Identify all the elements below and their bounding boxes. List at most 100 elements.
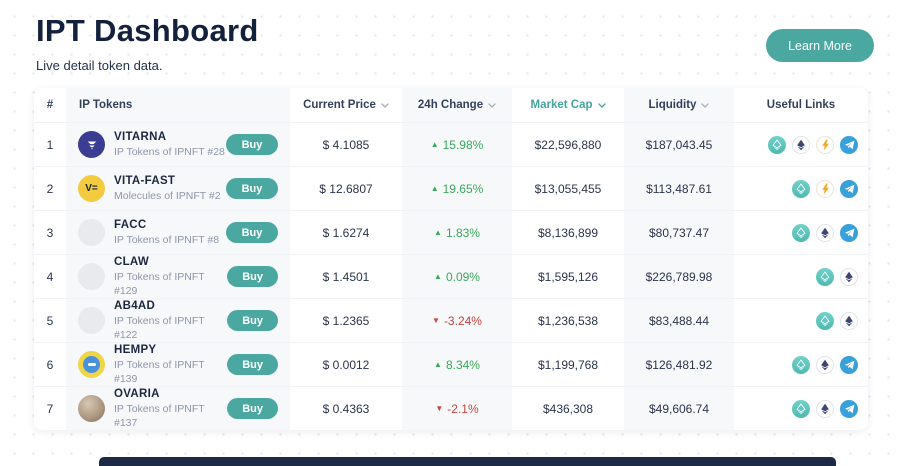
token-subtitle: IP Tokens of IPNFT #28 xyxy=(114,145,225,158)
token-cell: VITARNA IP Tokens of IPNFT #28 Buy xyxy=(66,123,290,166)
learn-more-button[interactable]: Learn More xyxy=(766,29,874,62)
eth-icon[interactable] xyxy=(840,311,858,330)
token-meta: AB4AD IP Tokens of IPNFT #122 xyxy=(114,299,227,342)
row-rank: 7 xyxy=(46,401,54,416)
current-price-value: $ 1.4501 xyxy=(322,269,370,284)
change-24h-value: ▼ -2.1% xyxy=(402,387,512,430)
change-24h-value: ▲ 19.65% xyxy=(402,167,512,210)
market-cap-value: $1,236,538 xyxy=(537,313,599,328)
useful-links xyxy=(734,343,868,386)
token-meta: VITA-FAST Molecules of IPNFT #2 xyxy=(114,174,221,204)
swap-icon[interactable] xyxy=(816,267,834,286)
header-liquidity[interactable]: Liquidity xyxy=(624,88,734,122)
header-rank: # xyxy=(46,99,54,111)
token-meta: VITARNA IP Tokens of IPNFT #28 xyxy=(114,130,225,160)
token-name: OVARIA xyxy=(114,388,160,400)
token-subtitle: IP Tokens of IPNFT #8 xyxy=(114,233,220,246)
buy-button[interactable]: Buy xyxy=(227,398,278,420)
up-arrow-icon: ▲ xyxy=(434,228,442,237)
buy-button[interactable]: Buy xyxy=(226,178,278,199)
token-name: HEMPY xyxy=(114,344,157,356)
current-price-value: $ 1.6274 xyxy=(322,225,370,240)
bolt-icon[interactable] xyxy=(816,179,834,198)
row-rank: 2 xyxy=(46,181,54,196)
token-subtitle: IP Tokens of IPNFT #129 xyxy=(114,270,205,297)
header-24h-change[interactable]: 24h Change xyxy=(402,88,512,122)
useful-links xyxy=(734,387,868,430)
useful-links xyxy=(734,299,868,342)
page-title: IPT Dashboard xyxy=(36,13,259,48)
useful-links xyxy=(734,123,868,166)
token-name: CLAW xyxy=(114,256,150,268)
swap-icon[interactable] xyxy=(792,179,810,198)
table-row: 3 FACC IP Tokens of IPNFT #8 Buy $ 1.627… xyxy=(34,210,868,254)
buy-button[interactable]: Buy xyxy=(227,266,278,288)
telegram-icon[interactable] xyxy=(840,223,858,242)
telegram-icon[interactable] xyxy=(840,399,858,418)
market-cap-value: $436,308 xyxy=(542,401,594,416)
telegram-icon[interactable] xyxy=(840,135,858,154)
row-rank: 4 xyxy=(46,269,54,284)
swap-icon[interactable] xyxy=(768,135,786,154)
liquidity-value: $49,606.74 xyxy=(624,387,734,430)
eth-icon[interactable] xyxy=(840,267,858,286)
current-price-value: $ 1.2365 xyxy=(322,313,370,328)
telegram-icon[interactable] xyxy=(840,355,858,374)
token-subtitle: IP Tokens of IPNFT #122 xyxy=(114,314,205,341)
up-arrow-icon: ▲ xyxy=(430,184,439,193)
useful-links xyxy=(734,167,868,210)
header-market-cap-label: Market Cap xyxy=(530,99,593,111)
token-logo xyxy=(78,131,105,158)
table-row: 5 AB4AD IP Tokens of IPNFT #122 Buy $ 1.… xyxy=(34,298,868,343)
bolt-icon[interactable] xyxy=(816,135,834,154)
token-cell: CLAW IP Tokens of IPNFT #129 Buy xyxy=(66,255,290,299)
chevron-down-icon xyxy=(597,102,606,108)
row-rank: 1 xyxy=(46,137,54,152)
change-24h-value: ▲ 8.34% xyxy=(402,343,512,387)
current-price-value: $ 4.1085 xyxy=(322,137,370,152)
up-arrow-icon: ▲ xyxy=(434,360,442,370)
up-arrow-icon: ▲ xyxy=(434,272,442,282)
eth-icon[interactable] xyxy=(792,135,810,154)
chevron-down-icon xyxy=(488,102,496,108)
token-cell: FACC IP Tokens of IPNFT #8 Buy xyxy=(66,211,290,254)
market-cap-value: $22,596,880 xyxy=(534,137,602,152)
header-useful-links: Useful Links xyxy=(766,99,836,111)
header-market-cap[interactable]: Market Cap xyxy=(512,88,624,122)
table-row: 4 CLAW IP Tokens of IPNFT #129 Buy $ 1.4… xyxy=(34,254,868,299)
change-24h-value: ▲ 15.98% xyxy=(402,123,512,166)
table-body: 1 VITARNA IP Tokens of IPNFT #28 Buy $ 4… xyxy=(34,122,868,430)
token-meta: HEMPY IP Tokens of IPNFT #139 xyxy=(114,343,227,386)
page-header: IPT Dashboard Live detail token data. xyxy=(36,13,259,73)
change-24h-value: ▲ 0.09% xyxy=(402,255,512,299)
market-cap-value: $1,199,768 xyxy=(537,357,599,372)
header-current-price[interactable]: Current Price xyxy=(290,88,402,122)
header-current-price-label: Current Price xyxy=(303,99,376,111)
table-row: 2 V= VITA-FAST Molecules of IPNFT #2 Buy… xyxy=(34,166,868,210)
buy-button[interactable]: Buy xyxy=(227,310,278,332)
buy-button[interactable]: Buy xyxy=(226,222,278,243)
change-24h-value: ▼ -3.24% xyxy=(402,299,512,343)
token-subtitle: IP Tokens of IPNFT #137 xyxy=(114,402,205,429)
eth-icon[interactable] xyxy=(816,355,834,374)
swap-icon[interactable] xyxy=(792,399,810,418)
change-24h-value: ▲ 1.83% xyxy=(402,211,512,254)
liquidity-value: $80,737.47 xyxy=(624,211,734,254)
swap-icon[interactable] xyxy=(816,311,834,330)
down-arrow-icon: ▼ xyxy=(435,404,444,414)
buy-button[interactable]: Buy xyxy=(226,134,278,155)
token-subtitle: Molecules of IPNFT #2 xyxy=(114,189,221,202)
chevron-down-icon xyxy=(701,102,710,108)
swap-icon[interactable] xyxy=(792,223,810,242)
header-24h-change-label: 24h Change xyxy=(417,99,484,111)
telegram-icon[interactable] xyxy=(840,179,858,198)
buy-button[interactable]: Buy xyxy=(227,354,278,376)
current-price-value: $ 0.4363 xyxy=(322,401,370,416)
eth-icon[interactable] xyxy=(816,399,834,418)
current-price-value: $ 0.0012 xyxy=(322,357,370,372)
token-logo: V= xyxy=(78,175,105,202)
swap-icon[interactable] xyxy=(792,355,810,374)
eth-icon[interactable] xyxy=(816,223,834,242)
token-logo xyxy=(78,219,105,246)
